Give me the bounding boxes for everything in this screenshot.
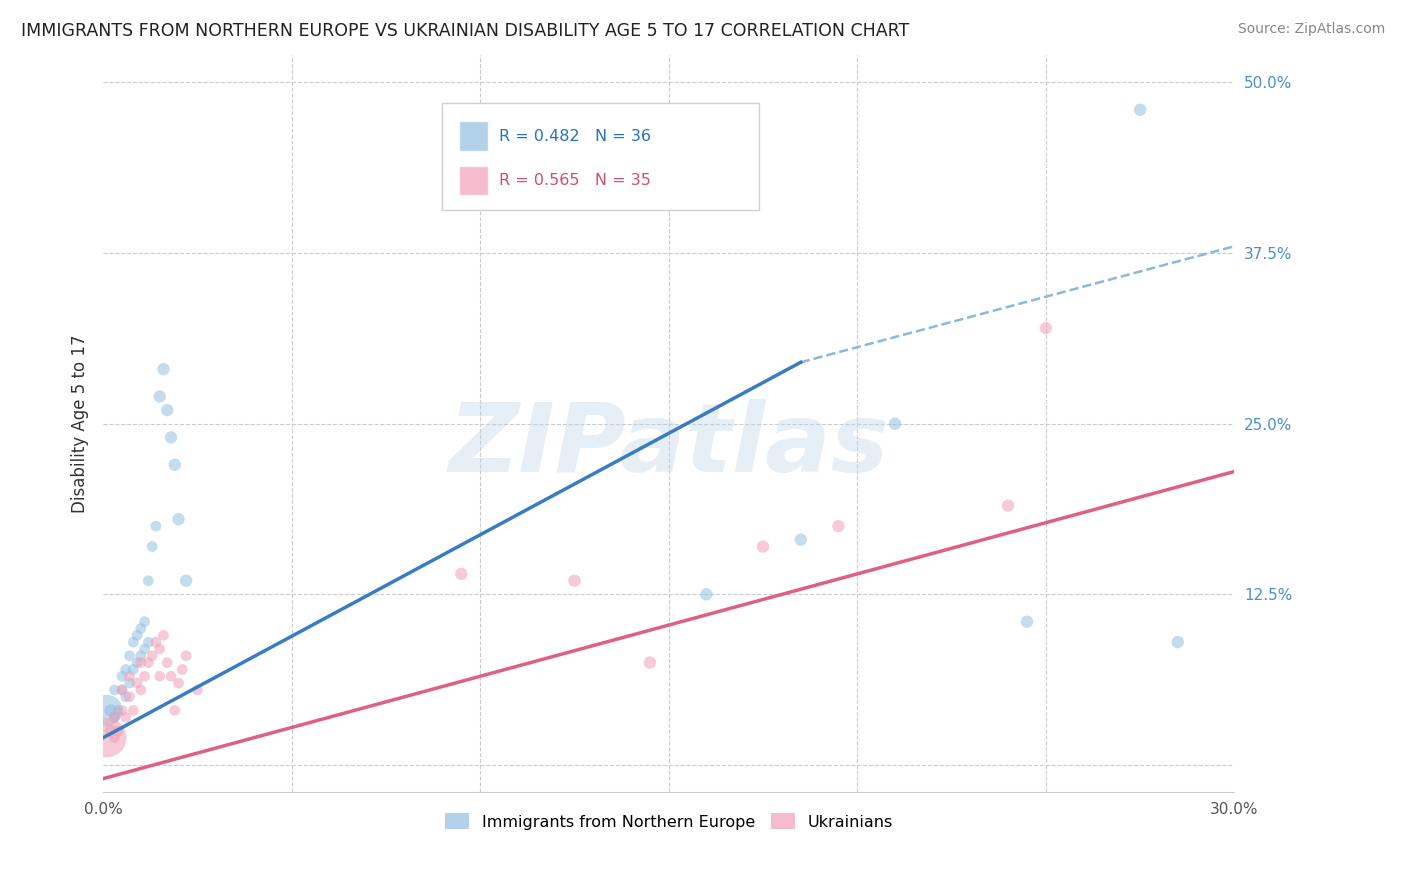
Point	[790, 533, 813, 547]
Point	[172, 663, 194, 677]
Point	[134, 615, 156, 629]
Point	[129, 648, 152, 663]
Point	[118, 690, 141, 704]
Point	[96, 731, 118, 745]
Point	[129, 622, 152, 636]
Point	[450, 566, 472, 581]
Point	[100, 723, 122, 738]
Text: Source: ZipAtlas.com: Source: ZipAtlas.com	[1237, 22, 1385, 37]
Point	[138, 574, 160, 588]
Point	[156, 656, 179, 670]
Point	[96, 703, 118, 717]
Legend: Immigrants from Northern Europe, Ukrainians: Immigrants from Northern Europe, Ukraini…	[439, 807, 898, 836]
Text: R = 0.565   N = 35: R = 0.565 N = 35	[499, 173, 651, 188]
Point	[167, 676, 190, 690]
Text: IMMIGRANTS FROM NORTHERN EUROPE VS UKRAINIAN DISABILITY AGE 5 TO 17 CORRELATION : IMMIGRANTS FROM NORTHERN EUROPE VS UKRAI…	[21, 22, 910, 40]
Point	[160, 669, 183, 683]
Point	[141, 648, 163, 663]
Point	[167, 512, 190, 526]
Point	[1035, 321, 1057, 335]
Point	[114, 663, 136, 677]
Point	[125, 628, 148, 642]
Point	[107, 723, 129, 738]
Point	[152, 628, 174, 642]
FancyBboxPatch shape	[460, 166, 488, 195]
Point	[186, 682, 208, 697]
Point	[122, 635, 145, 649]
Point	[827, 519, 849, 533]
Point	[752, 540, 775, 554]
Point	[107, 703, 129, 717]
Point	[138, 635, 160, 649]
Point	[103, 682, 125, 697]
Point	[174, 648, 197, 663]
Point	[129, 656, 152, 670]
Point	[163, 703, 186, 717]
Point	[134, 642, 156, 657]
Point	[122, 663, 145, 677]
Point	[156, 403, 179, 417]
Point	[1015, 615, 1038, 629]
Y-axis label: Disability Age 5 to 17: Disability Age 5 to 17	[72, 334, 89, 513]
Point	[152, 362, 174, 376]
Point	[884, 417, 907, 431]
Point	[134, 669, 156, 683]
Point	[114, 690, 136, 704]
Point	[160, 430, 183, 444]
Point	[111, 703, 134, 717]
Point	[111, 682, 134, 697]
Point	[118, 676, 141, 690]
Point	[125, 676, 148, 690]
FancyBboxPatch shape	[443, 103, 759, 210]
Point	[149, 642, 172, 657]
Point	[103, 731, 125, 745]
Point	[111, 682, 134, 697]
Point	[1129, 103, 1152, 117]
Point	[122, 703, 145, 717]
Point	[145, 519, 167, 533]
Text: ZIPatlas: ZIPatlas	[449, 400, 889, 492]
Point	[129, 682, 152, 697]
Point	[100, 703, 122, 717]
Point	[1167, 635, 1189, 649]
Point	[145, 635, 167, 649]
Point	[114, 710, 136, 724]
Point	[103, 710, 125, 724]
Point	[111, 669, 134, 683]
Point	[103, 710, 125, 724]
Point	[118, 648, 141, 663]
FancyBboxPatch shape	[460, 121, 488, 151]
Point	[138, 656, 160, 670]
Point	[141, 540, 163, 554]
Point	[997, 499, 1019, 513]
Point	[125, 656, 148, 670]
Point	[149, 389, 172, 403]
Point	[174, 574, 197, 588]
Point	[695, 587, 717, 601]
Point	[163, 458, 186, 472]
Point	[638, 656, 661, 670]
Point	[564, 574, 586, 588]
Text: R = 0.482   N = 36: R = 0.482 N = 36	[499, 128, 651, 144]
Point	[118, 669, 141, 683]
Point	[149, 669, 172, 683]
